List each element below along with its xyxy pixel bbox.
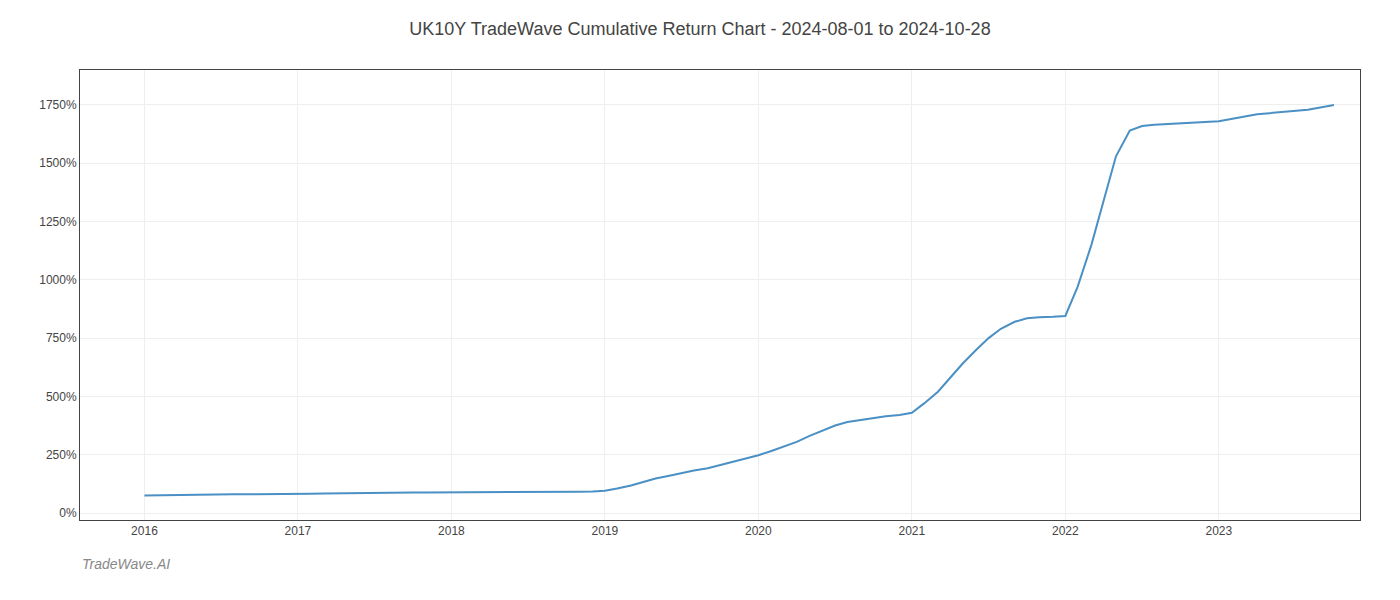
svg-text:2022: 2022 [1052, 524, 1079, 538]
svg-text:750%: 750% [46, 331, 77, 345]
svg-text:2018: 2018 [438, 524, 465, 538]
svg-text:1250%: 1250% [39, 215, 77, 229]
svg-text:250%: 250% [46, 448, 77, 462]
svg-text:1000%: 1000% [39, 273, 77, 287]
svg-text:2016: 2016 [131, 524, 158, 538]
svg-text:2021: 2021 [898, 524, 925, 538]
svg-text:TradeWave.AI: TradeWave.AI [82, 556, 170, 572]
svg-text:2023: 2023 [1205, 524, 1232, 538]
svg-text:UK10Y TradeWave Cumulative Ret: UK10Y TradeWave Cumulative Return Chart … [409, 19, 990, 39]
svg-text:0%: 0% [59, 506, 77, 520]
svg-text:1750%: 1750% [39, 98, 77, 112]
svg-text:2017: 2017 [285, 524, 312, 538]
svg-text:2019: 2019 [592, 524, 619, 538]
svg-text:1500%: 1500% [39, 156, 77, 170]
svg-text:2020: 2020 [745, 524, 772, 538]
svg-text:500%: 500% [46, 390, 77, 404]
